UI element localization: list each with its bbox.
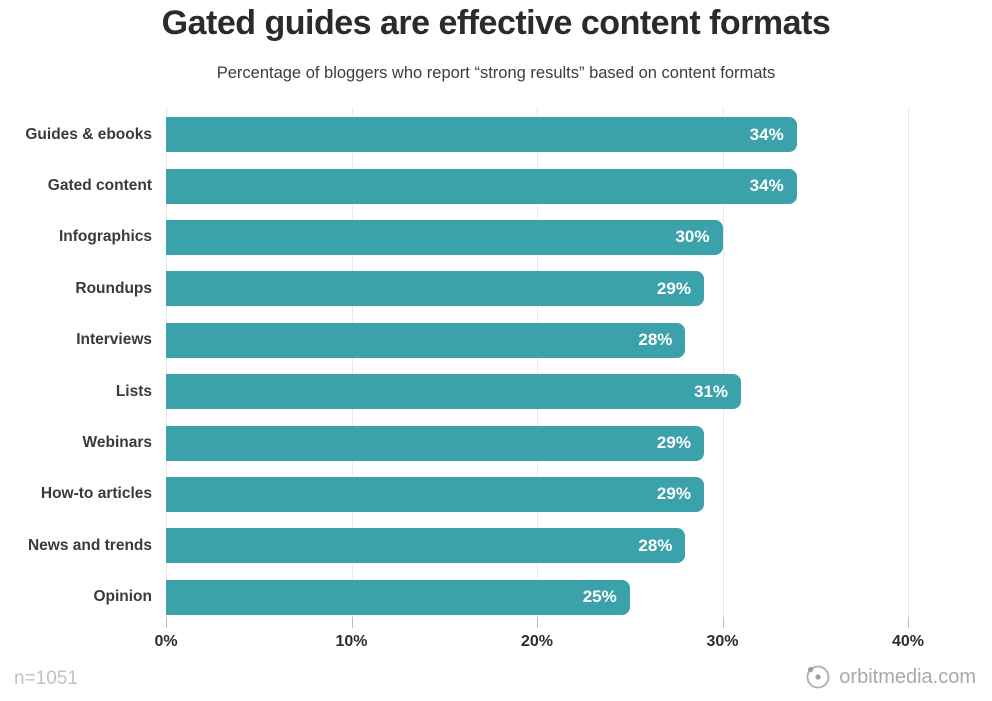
bar-row: Lists 31% (0, 366, 908, 417)
tick-mark (166, 617, 167, 628)
bar-track: 25% (166, 579, 908, 615)
bar-value-label: 25% (582, 587, 617, 607)
gridline (351, 107, 353, 617)
bar-row: How-to articles 29% (0, 469, 908, 520)
category-label: Roundups (75, 279, 152, 297)
bar-track: 30% (166, 219, 908, 255)
category-label: Lists (115, 382, 152, 400)
category-label: Guides & ebooks (25, 125, 152, 143)
tick-label: 0% (154, 633, 178, 650)
tick-mark (908, 617, 909, 628)
category-label: News and trends (27, 536, 152, 554)
chart-plot-area: Guides & ebooks 34% Gated content 34% Infogr… (0, 107, 992, 617)
sample-size-label: n=1051 (14, 668, 78, 689)
bar-value-label: 29% (656, 278, 691, 298)
bar-track: 34% (166, 117, 908, 153)
bar-track: 31% (166, 374, 908, 410)
tick-label: 10% (335, 633, 368, 650)
bar-track: 34% (166, 168, 908, 204)
bar-track: 29% (166, 476, 908, 512)
bar: 29% (166, 425, 704, 461)
bar-rows: Guides & ebooks 34% Gated content 34% Infogr… (0, 109, 908, 623)
bar-track: 28% (166, 322, 908, 358)
bar-value-label: 28% (638, 535, 673, 555)
bar-row: Gated content 34% (0, 160, 908, 211)
bar-value-label: 29% (656, 484, 691, 504)
x-axis: 0% 10% 20% 30% 40% (0, 617, 992, 667)
bar-track: 29% (166, 425, 908, 461)
bar: 34% (166, 168, 797, 204)
chart-title: Gated guides are effective content forma… (161, 4, 831, 42)
category-label: Interviews (76, 331, 152, 349)
tick-mark (722, 617, 724, 628)
bar: 31% (166, 374, 742, 410)
gridline (166, 107, 167, 617)
bar: 29% (166, 476, 704, 512)
bar-row: Roundups 29% (0, 263, 908, 314)
bar-row: Opinion 25% (0, 572, 908, 623)
bar-value-label: 34% (749, 176, 784, 196)
source-attribution: orbitmedia.com (804, 663, 976, 691)
orbit-media-logo-icon (806, 665, 830, 689)
bar: 28% (166, 322, 686, 358)
category-label: How-to articles (40, 485, 152, 503)
bar-row: News and trends 28% (0, 520, 908, 571)
bar-row: Infographics 30% (0, 212, 908, 263)
source-text: orbitmedia.com (839, 665, 976, 688)
tick-mark (351, 617, 353, 628)
bar-track: 28% (166, 528, 908, 564)
tick-mark (537, 617, 538, 628)
tick-label: 20% (520, 633, 554, 650)
bar-track: 29% (166, 271, 908, 307)
bar-value-label: 30% (675, 227, 710, 247)
bar: 30% (166, 219, 723, 255)
bar-value-label: 31% (694, 381, 729, 401)
category-label: Opinion (93, 588, 152, 606)
gridline (722, 107, 724, 617)
bar-row: Interviews 28% (0, 315, 908, 366)
bar: 28% (166, 528, 686, 564)
gridline (908, 107, 909, 617)
tick-label: 40% (891, 633, 925, 650)
gridlines (166, 107, 909, 617)
category-label: Webinars (82, 434, 153, 452)
bar: 34% (166, 117, 797, 153)
tick-label: 30% (706, 633, 739, 650)
bar: 25% (166, 579, 630, 615)
category-label: Infographics (58, 228, 152, 246)
bar-value-label: 34% (749, 124, 784, 144)
bar-row: Webinars 29% (0, 417, 908, 468)
gridline (537, 107, 538, 617)
bar: 29% (166, 271, 704, 307)
chart-subtitle: Percentage of bloggers who report “stron… (216, 64, 776, 82)
bar-value-label: 29% (656, 433, 691, 453)
bar-value-label: 28% (638, 330, 673, 350)
category-label: Gated content (47, 177, 152, 195)
bar-row: Guides & ebooks 34% (0, 109, 908, 160)
